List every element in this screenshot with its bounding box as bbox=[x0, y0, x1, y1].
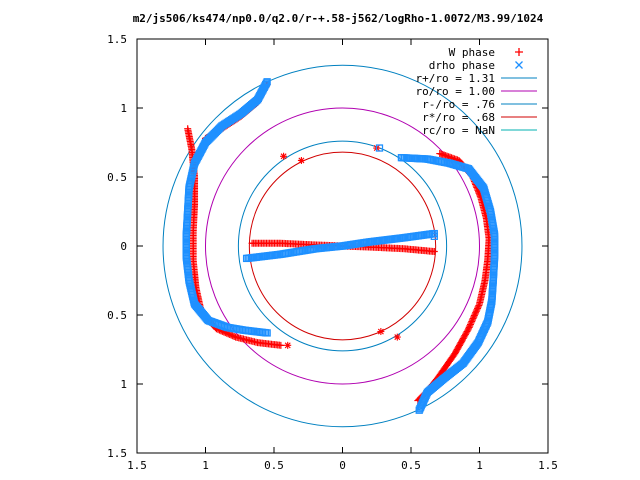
legend-label-3: ro/ro = 1.00 bbox=[416, 85, 495, 98]
data-points bbox=[182, 78, 499, 414]
x-tick-label-0: 1.5 bbox=[127, 459, 147, 472]
reference-circles bbox=[162, 64, 523, 428]
y-tick-label-5: 1 bbox=[120, 378, 127, 391]
legend-label-2: r+/ro = 1.31 bbox=[416, 72, 495, 85]
series-0-outlier-5 bbox=[284, 341, 292, 349]
series-0-outlier-1 bbox=[297, 156, 305, 164]
series-0-outlier-4 bbox=[393, 333, 401, 341]
chart-title: m2/js506/ks474/np0.0/q2.0/r-+.58-j562/lo… bbox=[133, 12, 544, 25]
y-tick-label-6: 1.5 bbox=[107, 447, 127, 460]
y-tick-label-4: 0.5 bbox=[107, 309, 127, 322]
axis-ticks: 1.5 1 0.5 0 0.5 1 1.51.510.500.511.5 bbox=[107, 33, 558, 472]
series-0-seg-2-point-170 bbox=[277, 341, 285, 349]
x-tick-label-1: 1 bbox=[202, 459, 209, 472]
x-tick-label-5: 1 bbox=[476, 459, 483, 472]
legend-label-5: r*/ro = .68 bbox=[422, 111, 495, 124]
circle-0 bbox=[162, 64, 523, 428]
legend-label-1: drho phase bbox=[429, 59, 495, 72]
y-tick-label-0: 1.5 bbox=[107, 33, 127, 46]
series-0-seg-2-point-140 bbox=[230, 332, 238, 340]
series-0-seg-2-point-139 bbox=[229, 332, 237, 340]
legend-symbol-0 bbox=[515, 48, 523, 56]
series-0-seg-2-point-137 bbox=[226, 331, 234, 339]
series-0-outlier-3 bbox=[377, 328, 385, 336]
series-0-outlier-0 bbox=[280, 152, 288, 160]
legend-label-4: r-/ro = .76 bbox=[422, 98, 495, 111]
x-tick-label-3: 0 bbox=[339, 459, 346, 472]
legend-label-0: W phase bbox=[449, 46, 495, 59]
series-1-outlier-0 bbox=[375, 144, 384, 152]
circle-2 bbox=[237, 140, 448, 352]
series-1-outlier-1 bbox=[430, 232, 438, 240]
circle-3 bbox=[248, 151, 437, 341]
legend-label-6: rc/ro = NaN bbox=[422, 124, 495, 137]
legend-symbol-1 bbox=[515, 61, 523, 69]
x-tick-label-4: 0.5 bbox=[401, 459, 421, 472]
circle-1 bbox=[205, 107, 480, 385]
y-tick-label-3: 0 bbox=[120, 240, 127, 253]
series-1-seg-0-point-214 bbox=[263, 329, 271, 337]
y-tick-label-1: 1 bbox=[120, 102, 127, 115]
y-tick-label-2: 0.5 bbox=[107, 171, 127, 184]
series-1-seg-1-point-214 bbox=[397, 154, 406, 162]
x-tick-label-6: 1.5 bbox=[538, 459, 558, 472]
x-tick-label-2: 0.5 bbox=[264, 459, 284, 472]
series-0-seg-1-point-113 bbox=[430, 248, 438, 256]
series-0-seg-2-point-138 bbox=[227, 331, 235, 339]
